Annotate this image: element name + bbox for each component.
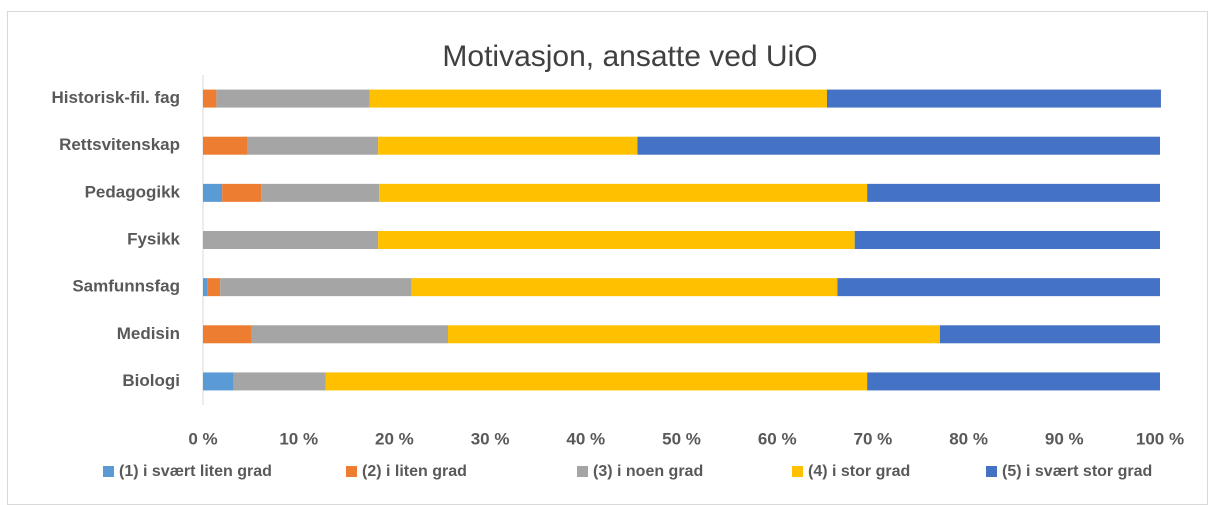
bar-segment <box>261 183 380 202</box>
legend-label: (2) i liten grad <box>362 463 467 480</box>
bar-segment <box>826 89 1161 108</box>
x-tick-label: 20 % <box>375 429 414 448</box>
bar-segment <box>203 183 223 202</box>
bar-segment <box>867 183 1160 202</box>
bar-segment <box>233 372 326 391</box>
bar-segment <box>378 231 855 249</box>
bar-segment <box>220 278 412 297</box>
x-tick-label: 70 % <box>854 429 893 448</box>
legend-swatch <box>577 466 588 477</box>
chart-title: Motivasjon, ansatte ved UiO <box>442 40 817 73</box>
x-tick-label: 90 % <box>1045 429 1084 448</box>
bar-segment <box>222 183 262 202</box>
bar-segment <box>247 136 379 155</box>
bar-segment <box>939 325 1160 344</box>
bar-segment <box>216 89 370 108</box>
x-tick-label: 10 % <box>279 429 318 448</box>
bar-segment <box>207 278 221 297</box>
bar-segment <box>203 89 217 108</box>
legend-swatch <box>986 466 997 477</box>
bar-segment <box>837 278 1160 297</box>
y-tick-label: Samfunnsfag <box>72 277 180 296</box>
bar-segment <box>369 89 827 108</box>
x-tick-label: 30 % <box>471 429 510 448</box>
bar-segment <box>378 136 638 155</box>
x-tick-label: 80 % <box>949 429 988 448</box>
legend-swatch <box>346 466 357 477</box>
x-tick-label: 50 % <box>662 429 701 448</box>
y-tick-label: Biologi <box>122 371 180 390</box>
legend-label: (5) i svært stor grad <box>1002 463 1152 480</box>
y-tick-label: Fysikk <box>127 229 180 248</box>
legend-label: (1) i svært liten grad <box>119 463 272 480</box>
bar-segment <box>325 372 868 391</box>
bar-segment <box>203 136 248 155</box>
legend-swatch <box>792 466 803 477</box>
bar-segment <box>867 372 1160 391</box>
x-tick-label: 60 % <box>758 429 797 448</box>
bar-segment <box>203 325 252 344</box>
bar-segment <box>637 136 1160 155</box>
y-tick-label: Historisk-fil. fag <box>52 88 180 107</box>
y-tick-label: Medisin <box>117 324 180 343</box>
bar-segment <box>447 325 940 344</box>
bar-segment <box>854 231 1160 249</box>
legend-swatch <box>103 466 114 477</box>
bar-segment <box>251 325 448 344</box>
bar-segment <box>379 183 868 202</box>
y-tick-label: Pedagogikk <box>85 182 181 201</box>
legend-label: (3) i noen grad <box>593 463 703 480</box>
x-tick-label: 0 % <box>188 429 217 448</box>
bar-segment <box>203 278 208 297</box>
bar-segment <box>203 231 379 249</box>
bar-segment <box>411 278 838 297</box>
bar-segment <box>203 372 234 391</box>
x-tick-label: 40 % <box>566 429 605 448</box>
y-tick-label: Rettsvitenskap <box>59 135 180 154</box>
x-tick-label: 100 % <box>1136 429 1184 448</box>
legend-label: (4) i stor grad <box>808 463 910 480</box>
